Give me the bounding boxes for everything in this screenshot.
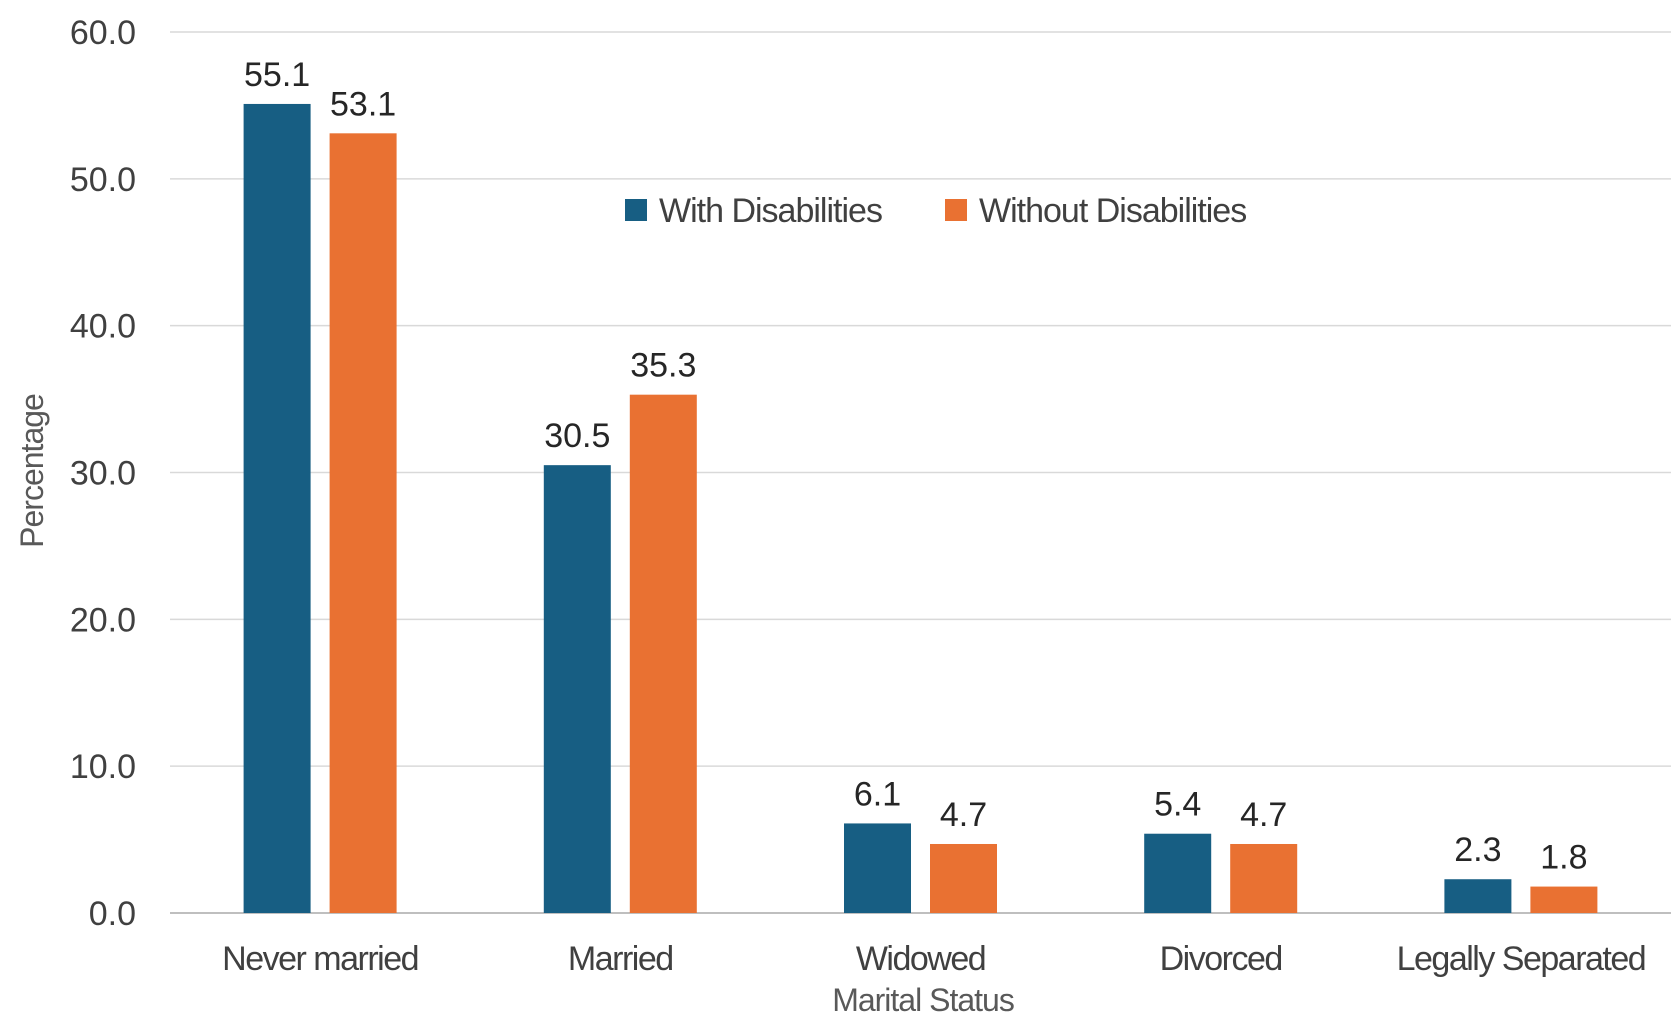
y-tick-label: 20.0	[70, 601, 136, 639]
y-tick-label: 40.0	[70, 308, 136, 346]
x-axis-category-labels: Never married Married Widowed Divorced Legal…	[222, 940, 1647, 978]
bar-without-disabilities	[629, 394, 697, 913]
data-labels: 55.1 53.1 30.5 35.3 6.1 4.7 5.4 4.7 2.3 1.8	[244, 56, 1588, 877]
gridlines	[170, 31, 1671, 914]
legend-label-with-disabilities: With Disabilities	[659, 192, 882, 230]
x-category-label: Divorced	[1160, 940, 1282, 978]
legend-swatch-without-disabilities	[945, 199, 967, 221]
data-label: 1.8	[1540, 839, 1587, 877]
bar-without-disabilities	[930, 843, 997, 913]
legend: With Disabilities Without Disabilities	[625, 192, 1247, 230]
legend-label-without-disabilities: Without Disabilities	[979, 192, 1246, 230]
data-label: 53.1	[330, 85, 396, 123]
y-tick-label: 10.0	[70, 748, 136, 786]
data-label: 55.1	[244, 56, 310, 94]
x-category-label: Married	[568, 940, 673, 978]
y-axis-tick-labels: 0.0 10.0 20.0 30.0 40.0 50.0 60.0	[70, 14, 136, 933]
data-label: 6.1	[854, 775, 901, 813]
data-label: 2.3	[1454, 831, 1501, 869]
bar-without-disabilities	[329, 133, 397, 913]
bar-without-disabilities	[1230, 843, 1298, 913]
data-label: 35.3	[630, 347, 696, 385]
y-tick-label: 60.0	[70, 14, 136, 52]
legend-swatch-with-disabilities	[625, 199, 647, 221]
data-label: 4.7	[1240, 796, 1287, 834]
x-category-label: Widowed	[856, 940, 985, 978]
x-category-label: Legally Separated	[1397, 940, 1646, 978]
bar-with-disabilities	[1444, 879, 1512, 913]
x-category-label: Never married	[222, 940, 418, 978]
bar-without-disabilities	[1530, 886, 1598, 913]
y-tick-label: 50.0	[70, 161, 136, 199]
y-axis-title: Percentage	[14, 394, 50, 548]
bar-with-disabilities	[844, 823, 911, 913]
data-label: 30.5	[544, 417, 610, 455]
data-label: 4.7	[940, 796, 987, 834]
x-axis-title: Marital Status	[832, 982, 1014, 1018]
bar-with-disabilities	[543, 465, 611, 913]
y-tick-label: 0.0	[89, 895, 136, 933]
data-label: 5.4	[1154, 786, 1201, 824]
bar-with-disabilities	[243, 103, 311, 913]
y-tick-label: 30.0	[70, 455, 136, 493]
bars	[243, 103, 1598, 913]
bar-with-disabilities	[1144, 833, 1212, 913]
